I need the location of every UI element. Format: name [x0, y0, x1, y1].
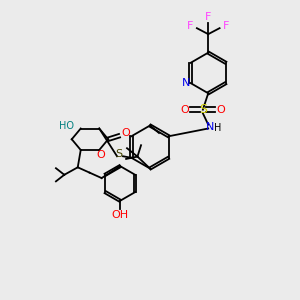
Text: N: N: [206, 122, 214, 132]
Text: N: N: [182, 78, 190, 88]
Text: S: S: [115, 149, 122, 159]
Text: S: S: [199, 103, 207, 116]
Text: O: O: [121, 128, 130, 138]
Text: O: O: [181, 105, 189, 115]
Text: F: F: [205, 12, 211, 22]
Text: OH: OH: [112, 209, 129, 220]
Text: F: F: [187, 21, 194, 31]
Text: O: O: [216, 105, 225, 115]
Text: H: H: [214, 123, 221, 133]
Text: HO: HO: [59, 121, 74, 131]
Text: O: O: [96, 150, 105, 161]
Text: F: F: [223, 21, 229, 31]
